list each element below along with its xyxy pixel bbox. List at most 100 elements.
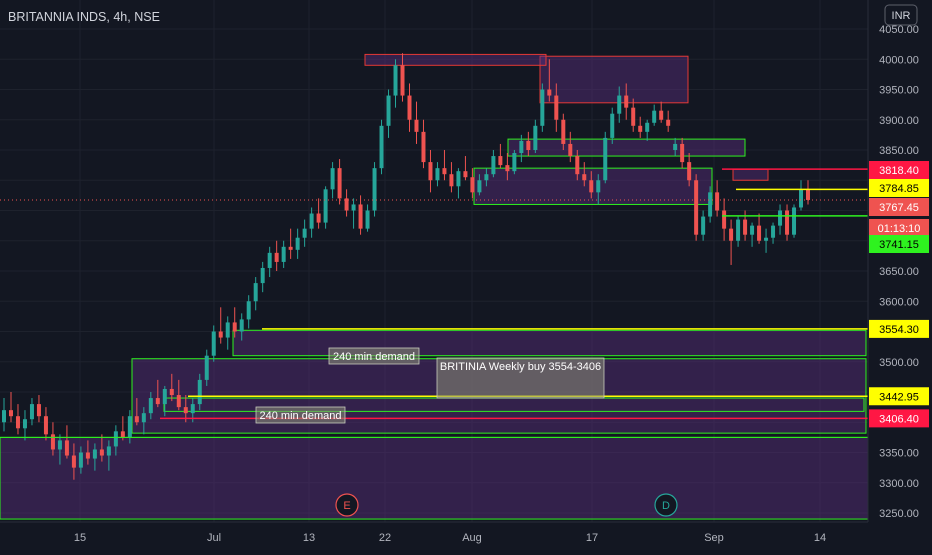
- candle[interactable]: [799, 180, 804, 211]
- candle[interactable]: [701, 210, 706, 241]
- candle[interactable]: [148, 392, 153, 420]
- candle[interactable]: [274, 240, 279, 271]
- candle[interactable]: [498, 143, 503, 169]
- candle[interactable]: [687, 153, 692, 187]
- candle[interactable]: [540, 83, 545, 132]
- annotation-box[interactable]: [255, 406, 346, 424]
- price-label-weekly-top[interactable]: 3554.30: [869, 319, 929, 338]
- candle[interactable]: [99, 434, 104, 462]
- candle[interactable]: [736, 216, 741, 247]
- candle[interactable]: [64, 425, 69, 459]
- candle[interactable]: [8, 392, 13, 423]
- price-label-stop[interactable]: 3406.40: [869, 409, 929, 428]
- demand-zone[interactable]: [539, 55, 689, 104]
- candle[interactable]: [554, 83, 559, 132]
- candle[interactable]: [575, 150, 580, 181]
- candle[interactable]: [2, 398, 6, 432]
- candle[interactable]: [246, 295, 251, 329]
- candle[interactable]: [764, 228, 769, 253]
- candle[interactable]: [435, 162, 440, 187]
- candle[interactable]: [512, 150, 517, 175]
- candle[interactable]: [288, 228, 293, 259]
- candle[interactable]: [484, 168, 489, 187]
- candle[interactable]: [344, 189, 349, 217]
- candle[interactable]: [29, 398, 34, 426]
- candle[interactable]: [225, 316, 230, 350]
- candle[interactable]: [50, 422, 55, 456]
- candle[interactable]: [778, 204, 783, 235]
- candle[interactable]: [582, 162, 587, 187]
- candle[interactable]: [491, 150, 496, 178]
- candle[interactable]: [281, 240, 286, 268]
- currency-button-frame[interactable]: [884, 4, 918, 26]
- candle[interactable]: [610, 107, 615, 144]
- candle[interactable]: [197, 373, 202, 411]
- candle[interactable]: [722, 198, 727, 241]
- candle[interactable]: [645, 119, 650, 141]
- candle[interactable]: [379, 119, 384, 175]
- candle[interactable]: [407, 83, 412, 132]
- candle[interactable]: [330, 162, 335, 199]
- candle[interactable]: [337, 159, 342, 205]
- candle[interactable]: [176, 379, 181, 411]
- candle[interactable]: [15, 404, 20, 435]
- price-label-support[interactable]: 3741.15: [869, 235, 929, 253]
- candle[interactable]: [652, 104, 657, 126]
- candle[interactable]: [666, 110, 671, 132]
- candle[interactable]: [750, 222, 755, 247]
- candle[interactable]: [22, 410, 27, 441]
- price-label-last[interactable]: 3767.45: [869, 198, 929, 216]
- candle[interactable]: [603, 131, 608, 184]
- dividend-event-circle[interactable]: [654, 493, 678, 517]
- candle[interactable]: [120, 416, 125, 441]
- candle[interactable]: [351, 198, 356, 229]
- candle[interactable]: [533, 119, 538, 154]
- annotation-note[interactable]: 240 min demand: [328, 347, 420, 365]
- candle[interactable]: [57, 434, 62, 465]
- candle[interactable]: [71, 443, 76, 480]
- candle[interactable]: [589, 171, 594, 199]
- countdown-label[interactable]: 01:13:10: [869, 219, 929, 237]
- candle[interactable]: [106, 440, 111, 471]
- candle[interactable]: [470, 168, 475, 199]
- candle[interactable]: [141, 407, 146, 435]
- candle[interactable]: [169, 373, 174, 402]
- candle[interactable]: [785, 204, 790, 241]
- candle[interactable]: [771, 222, 776, 244]
- candle[interactable]: [204, 349, 209, 386]
- candle[interactable]: [680, 137, 685, 169]
- candle[interactable]: [85, 440, 90, 465]
- candle[interactable]: [267, 246, 272, 278]
- dividend-event-marker[interactable]: D: [654, 493, 678, 517]
- candle[interactable]: [162, 385, 167, 417]
- candle[interactable]: [92, 443, 97, 471]
- candle[interactable]: [638, 116, 643, 138]
- demand-zone[interactable]: [732, 168, 769, 181]
- candle[interactable]: [393, 59, 398, 108]
- candle[interactable]: [477, 174, 482, 196]
- candle[interactable]: [694, 174, 699, 241]
- candle[interactable]: [253, 277, 258, 311]
- demand-zone[interactable]: [232, 329, 867, 357]
- candle[interactable]: [386, 89, 391, 138]
- candle[interactable]: [659, 101, 664, 123]
- candle[interactable]: [232, 307, 237, 338]
- candle[interactable]: [36, 395, 41, 423]
- annotation-note[interactable]: BRITINIA Weekly buy 3554-3406: [436, 357, 605, 399]
- demand-zone[interactable]: [364, 53, 547, 66]
- candle[interactable]: [449, 162, 454, 193]
- candle[interactable]: [561, 113, 566, 150]
- candle[interactable]: [792, 204, 797, 238]
- candle[interactable]: [456, 168, 461, 199]
- candle[interactable]: [673, 137, 678, 157]
- time-axis[interactable]: [0, 522, 932, 550]
- candle[interactable]: [260, 261, 265, 293]
- earnings-event-marker[interactable]: E: [335, 493, 359, 517]
- candle[interactable]: [302, 219, 307, 247]
- candle[interactable]: [631, 98, 636, 132]
- candle[interactable]: [519, 134, 524, 163]
- price-label-yellow[interactable]: 3784.85: [869, 179, 929, 197]
- candle[interactable]: [757, 213, 762, 244]
- candle[interactable]: [309, 207, 314, 238]
